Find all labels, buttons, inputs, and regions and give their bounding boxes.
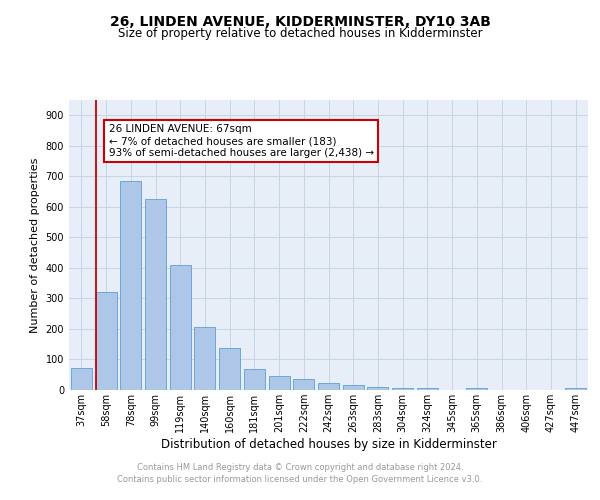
Bar (466, 388, 487, 390)
Bar (95, 292, 116, 390)
Bar (170, 265, 191, 390)
Bar (120, 181, 141, 390)
Bar (244, 369, 265, 390)
Bar (269, 376, 290, 390)
Bar (343, 386, 364, 390)
Text: 26 LINDEN AVENUE: 67sqm
← 7% of detached houses are smaller (183)
93% of semi-de: 26 LINDEN AVENUE: 67sqm ← 7% of detached… (109, 124, 374, 158)
Text: Contains HM Land Registry data © Crown copyright and database right 2024.: Contains HM Land Registry data © Crown c… (137, 462, 463, 471)
Text: 26, LINDEN AVENUE, KIDDERMINSTER, DY10 3AB: 26, LINDEN AVENUE, KIDDERMINSTER, DY10 3… (110, 15, 490, 29)
Y-axis label: Number of detached properties: Number of detached properties (30, 158, 40, 332)
Bar (565, 388, 586, 390)
Bar (392, 388, 413, 390)
Bar (417, 388, 438, 390)
X-axis label: Distribution of detached houses by size in Kidderminster: Distribution of detached houses by size … (161, 438, 496, 451)
Bar (145, 199, 166, 390)
Text: Size of property relative to detached houses in Kidderminster: Size of property relative to detached ho… (118, 28, 482, 40)
Bar (367, 387, 388, 390)
Bar (293, 380, 314, 390)
Bar (194, 327, 215, 390)
Text: Contains public sector information licensed under the Open Government Licence v3: Contains public sector information licen… (118, 475, 482, 484)
Bar (219, 348, 240, 390)
Bar (71, 368, 92, 390)
Bar (318, 384, 339, 390)
